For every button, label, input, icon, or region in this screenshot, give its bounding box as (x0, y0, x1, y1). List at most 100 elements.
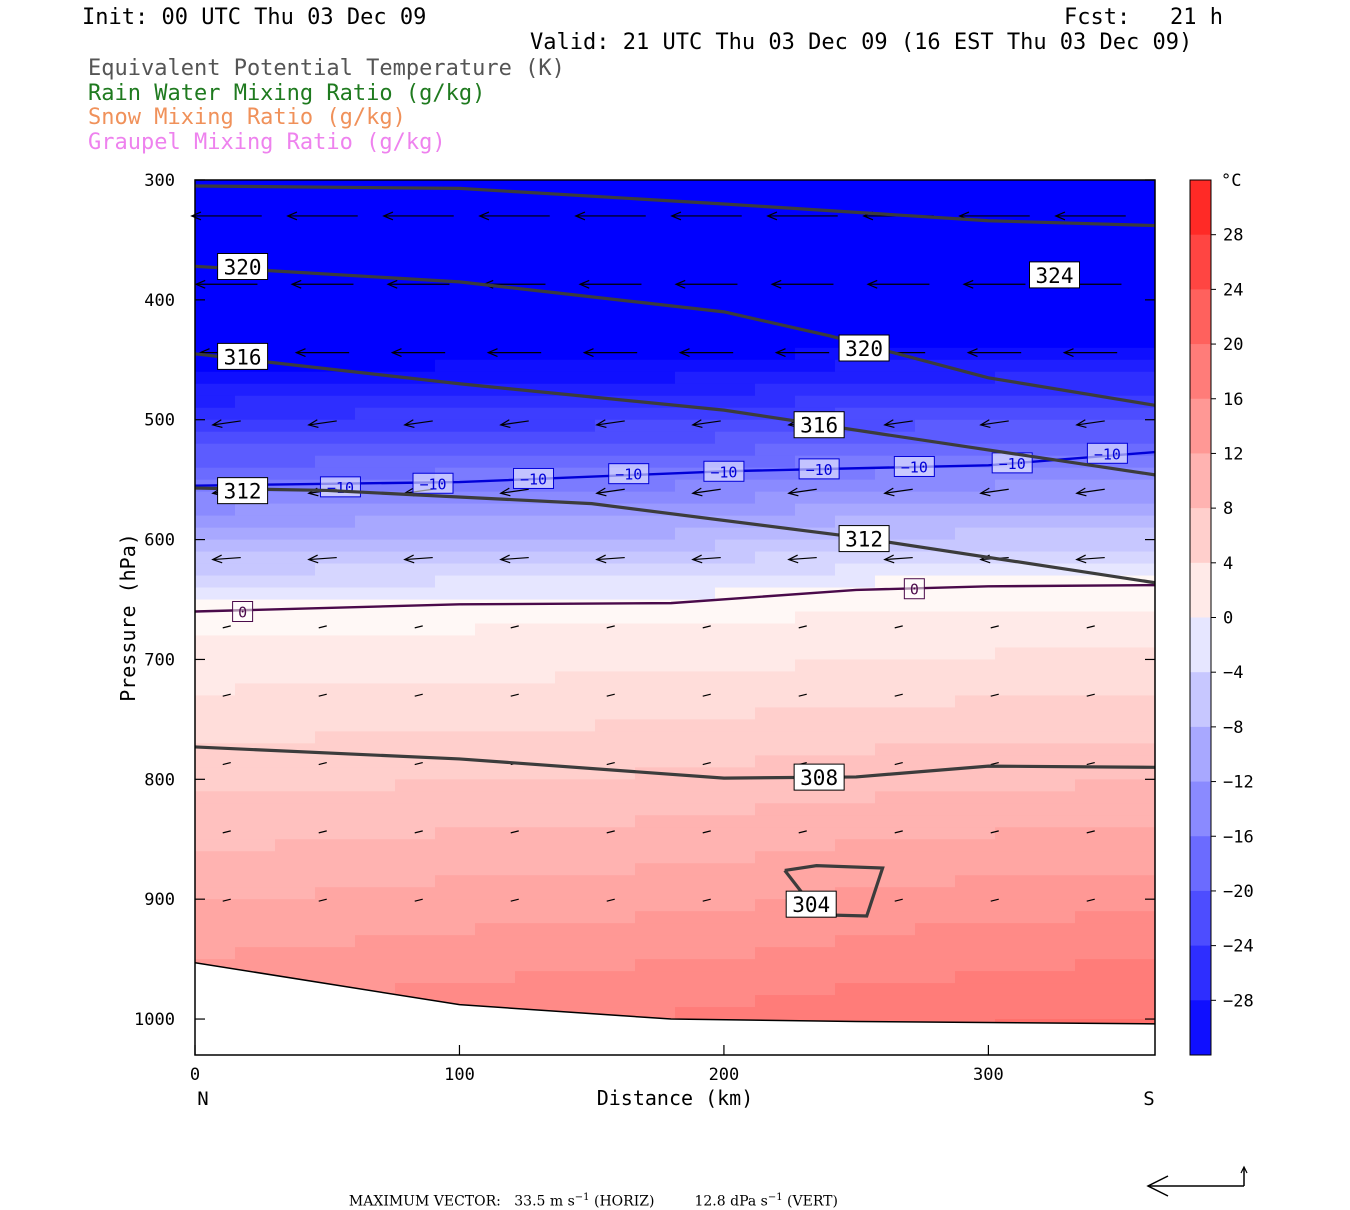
temperature-cell (1115, 587, 1155, 601)
temperature-cell (515, 347, 556, 361)
temperature-cell (715, 911, 756, 924)
temperature-cell (555, 827, 596, 840)
temperature-cell (875, 311, 916, 325)
temperature-cell (315, 683, 356, 697)
temperature-cell (835, 263, 876, 277)
temperature-cell (1115, 611, 1155, 625)
temperature-cell (835, 791, 876, 804)
temperature-cell (1035, 719, 1076, 732)
temperature-cell (915, 659, 956, 673)
temperature-cell (235, 815, 276, 828)
temperature-cell (195, 923, 236, 936)
temperature-cell (515, 275, 556, 289)
theta-e-label-box (217, 477, 269, 505)
temperature-cell (675, 671, 716, 685)
temperature-cell (595, 827, 636, 840)
temperature-cell (875, 599, 916, 613)
temperature-cell (475, 419, 516, 433)
wind-vector (414, 625, 423, 629)
temperature-cell (1115, 695, 1155, 708)
temperature-cell (835, 899, 876, 912)
temperature-cell (275, 671, 316, 685)
temperature-cell (595, 527, 636, 541)
temperature-cell (835, 239, 876, 253)
temperature-cell (755, 923, 796, 936)
temperature-cell (955, 239, 996, 253)
temperature-cell (755, 791, 796, 804)
temperature-cell (1115, 827, 1155, 840)
temperature-cell (675, 227, 716, 241)
temperature-cell (1075, 815, 1116, 828)
temperature-cell (235, 695, 276, 708)
temperature-cell (995, 707, 1036, 720)
legend-graupel: Graupel Mixing Ratio (g/kg) (88, 130, 446, 155)
temperature-cell (595, 611, 636, 625)
temperature-cell (715, 791, 756, 804)
temperature-cell (555, 695, 596, 708)
temperature-cell (755, 995, 796, 1008)
y-axis-label: Pressure (hPa) (116, 533, 140, 702)
temperature-cell (875, 611, 916, 625)
temperature-cell (475, 671, 516, 685)
temperature-cell (555, 635, 596, 649)
temperature-cell (435, 180, 476, 193)
temperature-cell (795, 335, 836, 349)
temperature-cell (835, 815, 876, 828)
temperature-cell (915, 503, 956, 517)
temperature-cell (315, 623, 356, 637)
temperature-cell (555, 227, 596, 241)
temperature-cell (195, 299, 236, 313)
wind-vector-head (486, 348, 498, 358)
wind-vector (894, 898, 903, 902)
temperature-cell (475, 947, 516, 960)
temperature-cell (955, 515, 996, 529)
temperature-cell (1075, 227, 1116, 241)
temperature-cell (515, 935, 556, 948)
temperature-cell (475, 887, 516, 900)
isotherm-label-box (412, 472, 454, 494)
temperature-cell (1075, 623, 1116, 637)
temperature-cell (1075, 1007, 1116, 1020)
temperature-cell (795, 659, 836, 673)
temperature-cell (795, 575, 836, 589)
wind-vector (788, 488, 817, 494)
temperature-cell (555, 539, 596, 553)
temperature-cell (475, 935, 516, 948)
temperature-cell (475, 407, 516, 421)
isotherm-label: −10 (806, 461, 833, 479)
temperature-cell (515, 971, 556, 984)
temperature-cell (1035, 983, 1076, 996)
temperature-cell (555, 311, 596, 325)
temperature-cell (595, 899, 636, 912)
theta-e-label: 324 (1036, 264, 1074, 288)
temperature-cell (995, 419, 1036, 433)
temperature-cell (635, 959, 676, 972)
temperature-cell (595, 539, 636, 553)
temperature-cell (1075, 923, 1116, 936)
temperature-cell (1115, 683, 1155, 697)
wind-vector-head (774, 348, 786, 358)
temperature-cell (1115, 431, 1155, 445)
temperature-cell (1115, 947, 1155, 960)
temperature-cell (995, 287, 1036, 301)
temperature-cell (355, 647, 396, 661)
temperature-cell (675, 647, 716, 661)
temperature-cell (755, 371, 796, 385)
temperature-cell (235, 947, 276, 960)
temperature-cell (675, 371, 716, 385)
temperature-cell (1075, 839, 1116, 852)
temperature-cell (995, 695, 1036, 708)
temperature-cell (1115, 935, 1155, 948)
temperature-cell (395, 947, 436, 960)
temperature-cell (755, 419, 796, 433)
temperature-cell (1115, 923, 1155, 936)
wind-vector-head (1075, 554, 1087, 564)
temperature-cell (515, 959, 556, 972)
wind-vector (606, 625, 615, 629)
temperature-cell (195, 515, 236, 529)
colorbar-segment (1190, 508, 1211, 564)
temperature-cell (635, 755, 676, 768)
temperature-cell (315, 539, 356, 553)
temperature-cell (555, 611, 596, 625)
temperature-cell (715, 335, 756, 349)
